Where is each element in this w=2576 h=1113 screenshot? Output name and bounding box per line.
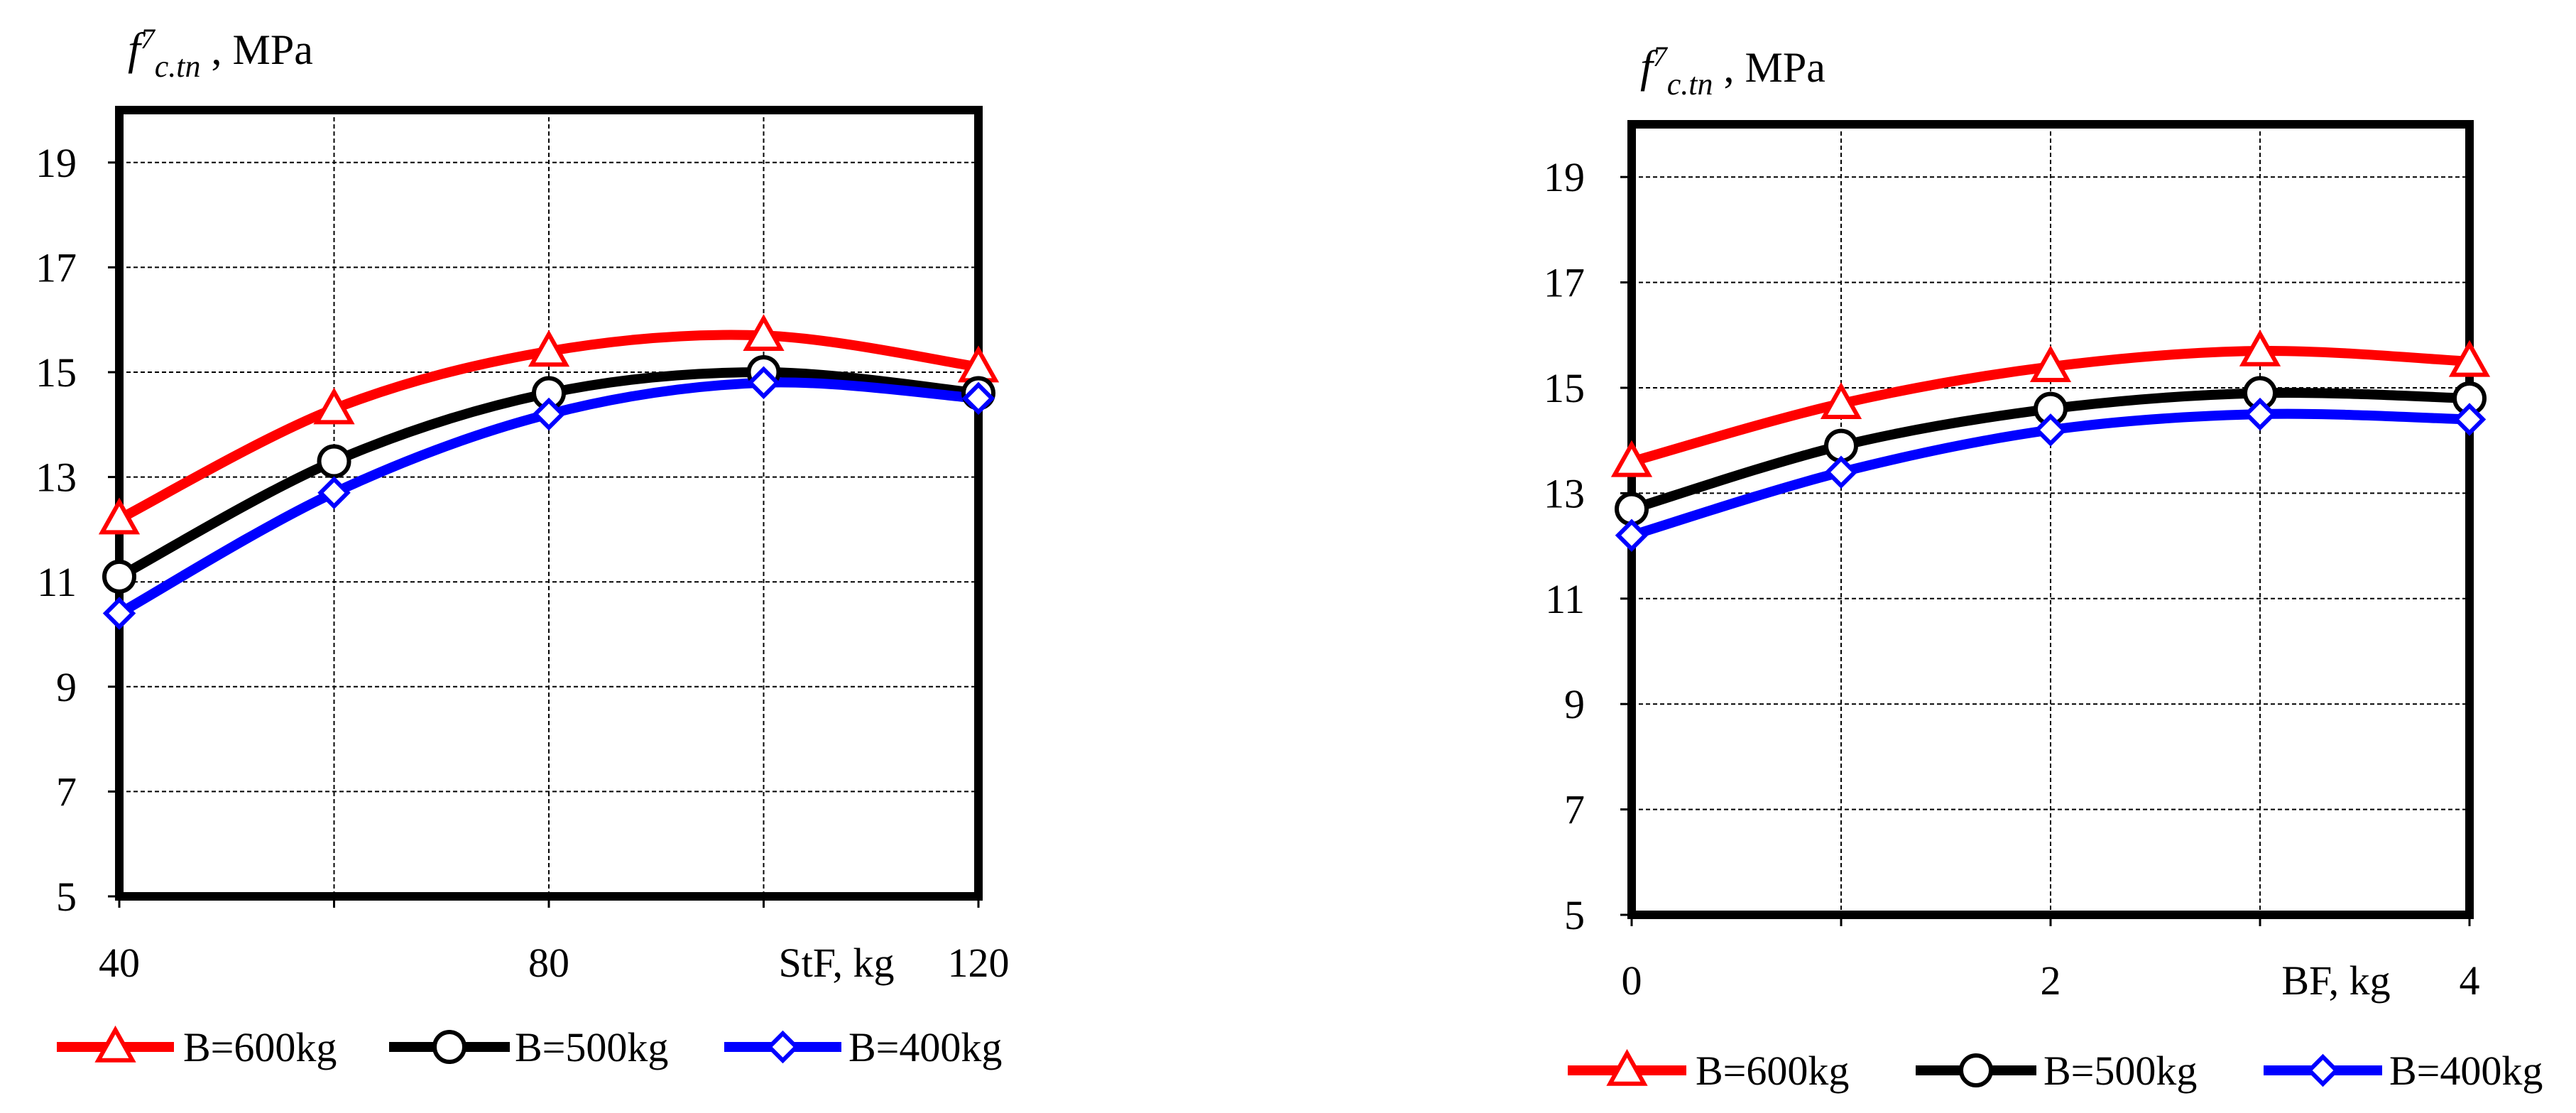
y-tick-label: 11 [1545,576,1585,622]
plot-frame [1627,120,2474,919]
legend-label: B=600kg [183,1024,337,1070]
legend-marker-diamond [2306,1053,2340,1087]
data-point-diamond [102,597,136,630]
x-tick-label: 120 [948,940,1010,986]
x-tick-label: 40 [99,940,140,986]
data-point-diamond [2243,397,2277,431]
y-tick-label: 13 [1544,470,1585,516]
x-tick-label: 80 [528,940,569,986]
y-tick-label: 17 [36,244,77,291]
data-point-triangle [743,314,785,352]
data-point-diamond [1615,519,1649,553]
y-title-superscript: 7 [141,23,156,55]
y-title-subscript: c.tn [1667,67,1713,102]
legend-marker-triangle [1606,1048,1648,1086]
legend-marker-triangle [94,1025,136,1063]
data-point-triangle [98,497,141,535]
legend-marker-circle [432,1030,466,1064]
data-point-diamond [317,476,351,509]
y-axis-title: f7c.tn , MPa [1640,40,1825,102]
legend-label: B=400kg [2389,1048,2543,1094]
data-point-diamond [961,381,995,416]
y-tick-label: 5 [56,874,77,920]
y-title-subscript: c.tn [155,49,201,84]
data-point-diamond [747,366,780,400]
y-tick-label: 19 [1544,154,1585,200]
y-title-unit: , MPa [1713,44,1825,91]
x-tick-label: 0 [1622,957,1642,1004]
y-tick-label: 15 [1544,365,1585,411]
x-tick-label: 4 [2460,957,2480,1004]
data-point-circle [102,559,136,594]
y-axis-title: f7c.tn , MPa [128,23,313,84]
data-point-triangle [2029,345,2072,383]
chart-left: 5 7 9 11 13 15 17 19 40 80 120 StF, kg f7c.tn , MPa B… [36,23,1010,1070]
y-tick-label: 11 [37,559,77,605]
data-point-triangle [1610,440,1653,477]
data-point-diamond [532,397,566,431]
y-tick-label: 5 [1564,892,1585,938]
x-axis-title: BF, kg [2281,957,2390,1004]
legend-label: B=500kg [2043,1048,2197,1094]
legend-marker-diamond [766,1030,799,1064]
y-tick-label: 15 [36,349,77,396]
data-point-circle [317,444,351,479]
y-tick-label: 7 [56,769,77,815]
y-tick-label: 9 [1564,681,1585,727]
legend-label: B=400kg [848,1024,1002,1070]
y-title-superscript: 7 [1653,40,1669,72]
y-tick-label: 9 [56,664,77,710]
legend-label: B=500kg [515,1024,668,1070]
data-point-triangle [2448,340,2491,377]
data-point-triangle [313,387,355,425]
data-point-triangle [1820,382,1862,419]
y-tick-label: 13 [36,455,77,501]
data-point-diamond [2452,403,2487,436]
chart-right: 5 7 9 11 13 15 17 19 0 2 4 BF, kg f7c.tn , MPa B=600k… [1544,40,2543,1094]
y-tick-label: 19 [36,140,77,186]
data-point-diamond [2034,413,2068,447]
y-tick-label: 7 [1564,787,1585,833]
y-title-unit: , MPa [201,26,313,73]
data-point-diamond [1824,455,1858,489]
data-point-triangle [528,330,570,367]
x-tick-label: 2 [2041,957,2061,1004]
legend-label: B=600kg [1696,1048,1849,1094]
data-point-triangle [2239,329,2281,367]
y-tick-label: 17 [1544,260,1585,306]
legend-marker-circle [1959,1053,1993,1087]
x-axis-title: StF, kg [779,940,895,986]
